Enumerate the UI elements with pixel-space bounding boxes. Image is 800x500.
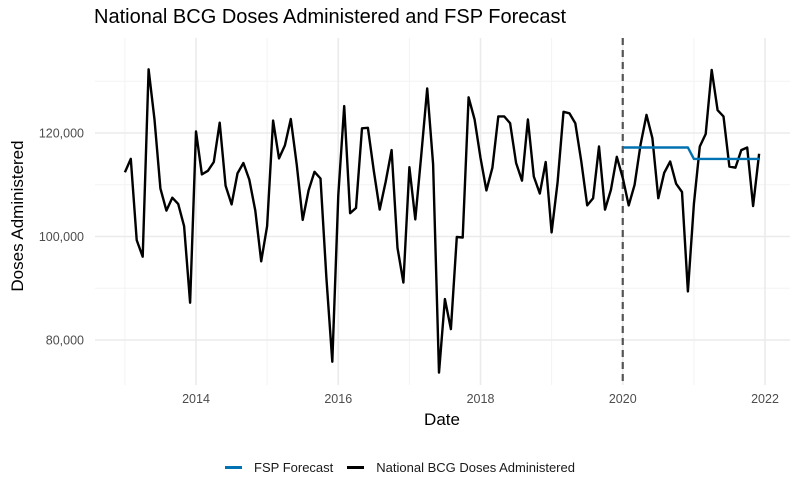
series-line-national-bcg <box>123 68 761 374</box>
legend: FSP Forecast National BCG Doses Administ… <box>0 460 800 475</box>
x-tick-label: 2022 <box>751 392 779 406</box>
legend-item-national-bcg: National BCG Doses Administered <box>347 460 575 475</box>
x-tick-label: 2014 <box>182 392 210 406</box>
y-tick-label: 80,000 <box>46 334 84 348</box>
y-tick-label: 100,000 <box>39 230 84 244</box>
legend-swatch-national-bcg <box>347 466 365 469</box>
legend-swatch-fsp-forecast <box>225 466 243 469</box>
x-tick-label: 2016 <box>324 392 352 406</box>
x-axis-label: Date <box>424 410 460 429</box>
legend-label-fsp-forecast: FSP Forecast <box>254 460 334 475</box>
y-tick-label: 120,000 <box>39 127 84 141</box>
x-tick-label: 2018 <box>467 392 495 406</box>
legend-item-fsp-forecast: FSP Forecast <box>225 460 333 475</box>
legend-label-national-bcg: National BCG Doses Administered <box>376 460 575 475</box>
series-line-fsp-forecast <box>622 146 760 161</box>
x-tick-label: 2020 <box>609 392 637 406</box>
chart-title: National BCG Doses Administered and FSP … <box>94 6 567 28</box>
